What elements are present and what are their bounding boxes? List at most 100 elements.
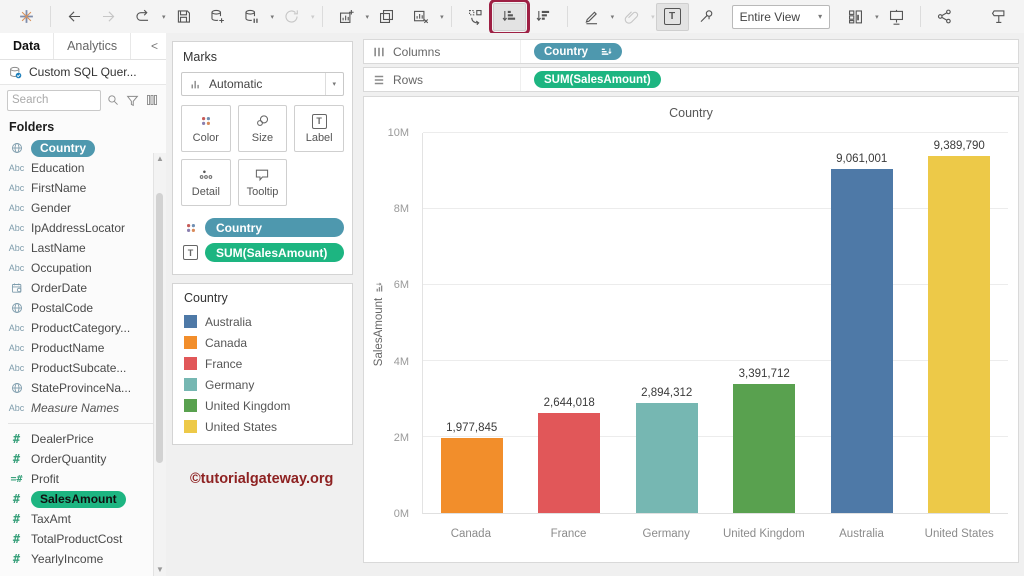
field-item-productcategory[interactable]: AbcProductCategory... [0, 318, 166, 338]
axis-sort-icon[interactable] [374, 281, 385, 292]
chevron-down-icon[interactable]: ▾ [162, 13, 166, 21]
view-as-list-icon[interactable] [145, 93, 159, 107]
scrollbar-thumb[interactable] [156, 193, 163, 463]
chevron-down-icon[interactable]: ▾ [651, 13, 655, 21]
field-item-orderquantity[interactable]: #OrderQuantity [0, 449, 166, 469]
legend-item-germany[interactable]: Germany [173, 374, 352, 395]
datasource-item[interactable]: Custom SQL Quer... [0, 60, 166, 85]
field-item-occupation[interactable]: AbcOccupation [0, 258, 166, 278]
chevron-down-icon[interactable]: ▾ [440, 13, 444, 21]
legend-title: Country [173, 284, 352, 311]
back-icon[interactable] [58, 3, 91, 31]
bar-slot: 3,391,712 [716, 133, 814, 513]
pill-country[interactable]: Country [205, 218, 344, 237]
legend-item-australia[interactable]: Australia [173, 311, 352, 332]
mark-type-select[interactable]: Automatic ▾ [181, 72, 344, 96]
chevron-down-icon[interactable]: ▾ [311, 13, 315, 21]
mark-type-value: Automatic [209, 77, 262, 91]
field-item-education[interactable]: AbcEducation [0, 158, 166, 178]
pill-sum-salesamount[interactable]: SUM(SalesAmount) [205, 243, 344, 262]
share-icon[interactable] [928, 3, 961, 31]
tooltip-icon [254, 167, 270, 183]
legend-item-united-kingdom[interactable]: United Kingdom [173, 395, 352, 416]
measure-icon: # [5, 552, 28, 566]
fit-select[interactable]: Entire View▾ [732, 5, 831, 29]
toolbar-separator [50, 6, 51, 27]
scroll-down-icon[interactable]: ▼ [154, 564, 166, 576]
bar-france[interactable] [538, 413, 600, 513]
field-item-productsubcate[interactable]: AbcProductSubcate... [0, 358, 166, 378]
field-item-orderdate[interactable]: OrderDate [0, 278, 166, 298]
field-item-productname[interactable]: AbcProductName [0, 338, 166, 358]
filter-icon[interactable] [125, 93, 140, 108]
sort-ascending-icon[interactable] [493, 3, 526, 31]
color-button[interactable]: Color [181, 105, 231, 152]
legend-item-canada[interactable]: Canada [173, 332, 352, 353]
detail-button[interactable]: Detail [181, 159, 231, 206]
show-cards-icon[interactable] [839, 3, 872, 31]
fix-axes-icon[interactable] [690, 3, 723, 31]
new-datasource-icon[interactable] [201, 3, 234, 31]
presentation-icon[interactable] [880, 3, 913, 31]
swap-axes-icon[interactable] [459, 3, 492, 31]
columns-shelf[interactable]: Columns Country [363, 39, 1019, 64]
field-item-lastname[interactable]: AbcLastName [0, 238, 166, 258]
show-labels-icon[interactable]: T [656, 3, 689, 31]
field-label: LastName [31, 241, 86, 255]
tab-data[interactable]: Data [0, 33, 54, 59]
marks-pill-row: Country [181, 218, 344, 237]
chevron-down-icon[interactable]: ▾ [271, 13, 275, 21]
sort-badge-icon[interactable] [600, 46, 612, 58]
columns-pill-country[interactable]: Country [534, 43, 622, 60]
field-item-totalproductcost[interactable]: #TotalProductCost [0, 529, 166, 549]
field-item-salesamount[interactable]: #SalesAmount [0, 489, 166, 509]
field-item-gender[interactable]: AbcGender [0, 198, 166, 218]
bar-australia[interactable] [831, 169, 893, 513]
field-item-country[interactable]: Country [0, 138, 166, 158]
chevron-down-icon[interactable]: ▾ [875, 13, 879, 21]
chevron-down-icon[interactable]: ▾ [611, 13, 615, 21]
field-item-taxamt[interactable]: #TaxAmt [0, 509, 166, 529]
tab-analytics[interactable]: Analytics [54, 33, 131, 59]
legend-item-united-states[interactable]: United States [173, 416, 352, 437]
search-input[interactable] [7, 90, 101, 111]
chevron-down-icon[interactable]: ▾ [366, 13, 370, 21]
field-item-yearlyincome[interactable]: #YearlyIncome [0, 549, 166, 569]
tooltip-button[interactable]: Tooltip [238, 159, 288, 206]
clear-sheet-icon[interactable] [404, 3, 437, 31]
replay-icon[interactable] [126, 3, 159, 31]
save-icon[interactable] [167, 3, 200, 31]
scroll-up-icon[interactable]: ▲ [154, 153, 166, 165]
field-item-stateprovincena[interactable]: StateProvinceNa... [0, 378, 166, 398]
sidebar-scrollbar[interactable]: ▲ ▼ [153, 153, 166, 576]
rows-pill-sum-salesamount[interactable]: SUM(SalesAmount) [534, 71, 661, 88]
field-item-postalcode[interactable]: PostalCode [0, 298, 166, 318]
duplicate-sheet-icon[interactable] [370, 3, 403, 31]
legend-item-france[interactable]: France [173, 353, 352, 374]
field-item-firstname[interactable]: AbcFirstName [0, 178, 166, 198]
new-worksheet-icon[interactable] [330, 3, 363, 31]
y-tick-label: 8M [394, 203, 409, 215]
bar-united-states[interactable] [928, 156, 990, 513]
bar-united-kingdom[interactable] [733, 384, 795, 513]
size-button[interactable]: Size [238, 105, 288, 152]
forward-icon[interactable] [92, 3, 125, 31]
pause-updates-icon[interactable] [235, 3, 268, 31]
rows-shelf[interactable]: Rows SUM(SalesAmount) [363, 67, 1019, 92]
text-field-icon: Abc [5, 183, 28, 193]
show-me-icon[interactable] [981, 3, 1014, 31]
field-item-ipaddresslocator[interactable]: AbcIpAddressLocator [0, 218, 166, 238]
field-item-dealerprice[interactable]: #DealerPrice [0, 429, 166, 449]
refresh-icon[interactable] [275, 3, 308, 31]
field-item-profit[interactable]: =#Profit [0, 469, 166, 489]
label-button[interactable]: TLabel [294, 105, 344, 152]
bar-canada[interactable] [441, 438, 503, 513]
field-item-measure-names[interactable]: AbcMeasure Names [0, 398, 166, 418]
text-field-icon: Abc [5, 323, 28, 333]
search-icon[interactable] [106, 93, 120, 107]
collapse-pane-icon[interactable]: < [143, 39, 166, 53]
sort-descending-icon[interactable] [527, 3, 560, 31]
highlight-icon[interactable] [575, 3, 608, 31]
group-icon[interactable] [615, 3, 648, 31]
bar-germany[interactable] [636, 403, 698, 513]
